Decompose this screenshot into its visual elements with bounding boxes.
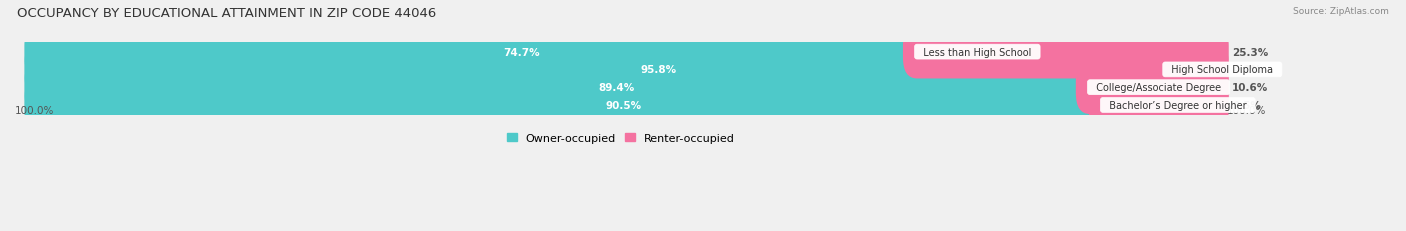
- FancyBboxPatch shape: [24, 26, 1229, 79]
- FancyBboxPatch shape: [24, 26, 931, 79]
- Text: Bachelor’s Degree or higher: Bachelor’s Degree or higher: [1102, 100, 1253, 110]
- Text: 95.8%: 95.8%: [640, 65, 676, 75]
- Text: 4.2%: 4.2%: [1232, 65, 1261, 75]
- Text: 9.5%: 9.5%: [1232, 100, 1261, 110]
- FancyBboxPatch shape: [24, 61, 1229, 115]
- FancyBboxPatch shape: [24, 61, 1104, 115]
- FancyBboxPatch shape: [1152, 43, 1229, 97]
- FancyBboxPatch shape: [38, 79, 1215, 97]
- Text: Less than High School: Less than High School: [917, 47, 1038, 57]
- FancyBboxPatch shape: [24, 79, 1116, 132]
- Text: Source: ZipAtlas.com: Source: ZipAtlas.com: [1294, 7, 1389, 16]
- FancyBboxPatch shape: [1088, 79, 1229, 132]
- FancyBboxPatch shape: [1076, 61, 1229, 115]
- Text: College/Associate Degree: College/Associate Degree: [1090, 83, 1227, 93]
- Text: 10.6%: 10.6%: [1232, 83, 1268, 93]
- Text: 89.4%: 89.4%: [599, 83, 636, 93]
- Text: 74.7%: 74.7%: [503, 47, 540, 57]
- FancyBboxPatch shape: [38, 61, 1215, 79]
- Text: 100.0%: 100.0%: [1226, 105, 1265, 115]
- FancyBboxPatch shape: [24, 43, 1229, 97]
- Text: 90.5%: 90.5%: [606, 100, 643, 110]
- FancyBboxPatch shape: [38, 97, 1215, 115]
- Text: High School Diploma: High School Diploma: [1166, 65, 1279, 75]
- FancyBboxPatch shape: [24, 79, 1229, 132]
- FancyBboxPatch shape: [903, 26, 1229, 79]
- Text: 100.0%: 100.0%: [15, 105, 55, 115]
- Legend: Owner-occupied, Renter-occupied: Owner-occupied, Renter-occupied: [502, 128, 738, 147]
- FancyBboxPatch shape: [24, 43, 1180, 97]
- Text: OCCUPANCY BY EDUCATIONAL ATTAINMENT IN ZIP CODE 44046: OCCUPANCY BY EDUCATIONAL ATTAINMENT IN Z…: [17, 7, 436, 20]
- Text: 25.3%: 25.3%: [1232, 47, 1268, 57]
- FancyBboxPatch shape: [38, 43, 1215, 61]
